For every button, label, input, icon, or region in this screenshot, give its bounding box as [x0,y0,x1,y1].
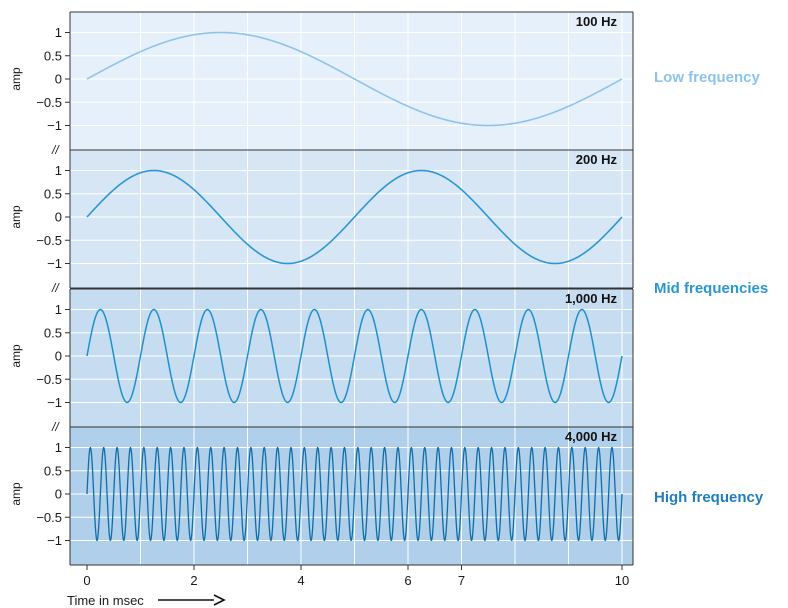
y-axis-label: amp [9,67,23,91]
frequency-label: 100 Hz [576,14,618,29]
y-tick-label: 0 [55,349,62,364]
y-tick-label: 0 [55,72,62,87]
side-label: High frequency [654,489,764,506]
side-labels: Low frequency Mid frequencies High frequen… [654,69,768,506]
y-tick-label: −0.5 [36,372,62,387]
y-tick-label: 0 [55,487,62,502]
y-tick-label: −1 [47,118,62,133]
frequency-label: 4,000 Hz [565,429,618,444]
y-axis-label: amp [9,482,23,506]
y-tick-label: 0.5 [44,48,62,63]
panel-2: 1 0.5 0 −0.5 −1 amp 200 Hz // [9,149,634,295]
y-tick-label: 0.5 [44,463,62,478]
panel-4: 1 0.5 0 −0.5 −1 amp 4,000 Hz [9,426,634,566]
series-line [86,31,623,127]
y-axis-label: amp [9,344,23,368]
x-tick-label: 7 [458,573,465,588]
frequency-label: 1,000 Hz [565,291,618,306]
axis-break-mark: // [51,281,60,295]
panel-background [70,289,633,427]
side-label: Low frequency [654,69,761,86]
x-axis-label: Time in msec [67,593,144,608]
x-tick-label: 2 [190,573,197,588]
panel-background [70,12,633,150]
panel-background [70,150,633,288]
y-axis-label: amp [9,205,23,229]
series-line [86,446,623,542]
y-tick-label: 0 [55,210,62,225]
y-tick-label: −0.5 [36,233,62,248]
x-axis: 0 2 4 6 7 10 Time in msec [67,565,629,608]
arrow-head-icon [213,594,226,606]
panel-1: 1 0.5 0 −0.5 −1 amp 100 Hz // [9,11,634,157]
y-tick-label: 0.5 [44,325,62,340]
y-tick-label: 1 [55,302,62,317]
series-line [86,169,623,265]
axis-break-mark: // [51,143,60,157]
x-tick-label: 10 [615,573,629,588]
y-tick-label: 1 [55,440,62,455]
x-tick-label: 4 [297,573,304,588]
y-tick-label: −1 [47,533,62,548]
frequency-label: 200 Hz [576,152,618,167]
axis-break-mark: // [51,420,60,434]
y-tick-label: 0.5 [44,186,62,201]
y-tick-label: −0.5 [36,95,62,110]
y-tick-label: 1 [55,25,62,40]
side-label: Mid frequencies [654,280,768,297]
series-line [86,308,623,404]
panels-layer: 1 0.5 0 −0.5 −1 amp 100 Hz // 1 0.5 0 −0.5 −1 amp 200 … [9,11,634,566]
x-tick-label: 6 [404,573,411,588]
y-tick-label: −1 [47,395,62,410]
panel-3: 1 0.5 0 −0.5 −1 amp 1,000 Hz // [9,288,634,434]
x-tick-label: 0 [83,573,90,588]
panel-background [70,427,633,565]
y-tick-label: 1 [55,163,62,178]
y-tick-label: −1 [47,256,62,271]
y-tick-label: −0.5 [36,510,62,525]
